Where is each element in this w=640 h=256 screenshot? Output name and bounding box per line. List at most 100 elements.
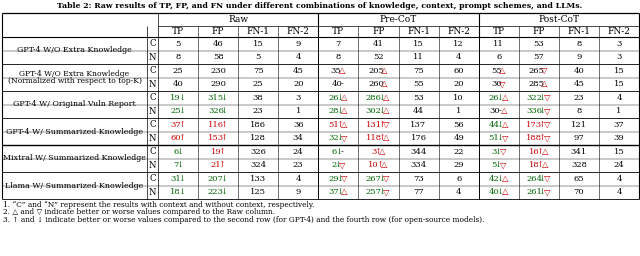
Text: 30: 30 — [489, 107, 500, 115]
Text: 70: 70 — [573, 188, 584, 196]
Text: ▽: ▽ — [543, 107, 550, 115]
Text: 39: 39 — [614, 134, 625, 142]
Text: 44: 44 — [488, 121, 499, 129]
Text: (Normalized with respect to top-K): (Normalized with respect to top-K) — [8, 77, 141, 85]
Text: 25: 25 — [253, 80, 264, 88]
Text: ↓: ↓ — [220, 175, 227, 183]
Text: 10: 10 — [369, 161, 379, 169]
Text: 60: 60 — [453, 67, 464, 75]
Text: △: △ — [381, 161, 388, 169]
Text: 56: 56 — [453, 121, 464, 129]
Text: 1. “C” and “N” represent the results with context and without context, respectiv: 1. “C” and “N” represent the results wit… — [3, 201, 314, 209]
Text: ▽: ▽ — [383, 188, 390, 196]
Text: 18: 18 — [170, 188, 181, 196]
Text: 18: 18 — [529, 161, 540, 169]
Text: 12: 12 — [453, 40, 464, 48]
Text: ↑: ↑ — [218, 161, 225, 169]
Text: 8: 8 — [175, 53, 180, 61]
Text: 5: 5 — [175, 40, 180, 48]
Text: 40: 40 — [573, 67, 584, 75]
Text: 15: 15 — [253, 40, 264, 48]
Text: △: △ — [502, 175, 508, 183]
Text: ↓: ↓ — [177, 161, 184, 169]
Text: Llama W/ Summarized Knowledge: Llama W/ Summarized Knowledge — [5, 182, 143, 189]
Text: 176: 176 — [410, 134, 426, 142]
Text: 57: 57 — [533, 53, 544, 61]
Text: ↓: ↓ — [336, 94, 343, 102]
Text: ↓: ↓ — [336, 188, 343, 196]
Text: 3: 3 — [296, 94, 301, 102]
Text: ▽: ▽ — [339, 161, 346, 169]
Text: 3: 3 — [616, 40, 621, 48]
Text: 53: 53 — [533, 40, 544, 48]
Text: △: △ — [381, 67, 387, 75]
Text: 116: 116 — [208, 121, 224, 129]
Text: ↓: ↓ — [497, 175, 504, 183]
Text: △: △ — [499, 67, 506, 75]
Text: ▽: ▽ — [543, 121, 550, 129]
Text: ↑: ↑ — [179, 134, 186, 142]
Text: FP: FP — [212, 27, 225, 36]
Text: 37: 37 — [614, 121, 625, 129]
Text: 5: 5 — [255, 53, 261, 61]
Text: 1: 1 — [296, 107, 301, 115]
Text: ↑: ↑ — [336, 121, 343, 129]
Text: 6: 6 — [496, 53, 501, 61]
Text: -: - — [341, 148, 344, 156]
Text: 334: 334 — [410, 161, 427, 169]
Text: 26: 26 — [489, 94, 499, 102]
Text: ↓: ↓ — [495, 148, 502, 156]
Text: ↓: ↓ — [220, 188, 227, 196]
Text: 24: 24 — [614, 161, 625, 169]
Text: 9: 9 — [296, 40, 301, 48]
Text: 125: 125 — [250, 188, 266, 196]
Text: ↓: ↓ — [220, 94, 227, 102]
Text: 3: 3 — [616, 53, 621, 61]
Text: Table 2: Raw results of TP, FP, and FN under different combinations of knowledge: Table 2: Raw results of TP, FP, and FN u… — [58, 3, 582, 10]
Text: 6: 6 — [332, 148, 337, 156]
Text: C: C — [149, 174, 156, 183]
Text: Raw: Raw — [228, 15, 248, 24]
Text: 65: 65 — [573, 175, 584, 183]
Text: 75: 75 — [413, 67, 424, 75]
Text: 3: 3 — [371, 148, 376, 156]
Text: 8: 8 — [576, 40, 582, 48]
Text: 22: 22 — [453, 148, 464, 156]
Text: ↑: ↑ — [374, 148, 381, 156]
Text: C: C — [149, 93, 156, 102]
Text: 11: 11 — [493, 40, 504, 48]
Text: 4: 4 — [456, 188, 461, 196]
Text: ▽: ▽ — [543, 94, 550, 102]
Text: 77: 77 — [413, 188, 424, 196]
Text: -: - — [340, 80, 344, 88]
Text: ↑: ↑ — [220, 134, 227, 142]
Text: 25: 25 — [173, 67, 183, 75]
Text: ↓: ↓ — [179, 94, 186, 102]
Text: △: △ — [341, 107, 348, 115]
Text: 73: 73 — [413, 175, 424, 183]
Text: 15: 15 — [614, 67, 625, 75]
Text: 121: 121 — [571, 121, 587, 129]
Text: 31: 31 — [170, 175, 181, 183]
Text: GPT-4 W/ Summarized Knowledge: GPT-4 W/ Summarized Knowledge — [6, 127, 143, 135]
Text: 51: 51 — [328, 121, 339, 129]
Text: ▽: ▽ — [383, 175, 390, 183]
Text: 60: 60 — [170, 134, 181, 142]
Text: ↓: ↓ — [497, 94, 504, 102]
Text: 131: 131 — [365, 121, 382, 129]
Text: FN-1: FN-1 — [568, 27, 590, 36]
Text: 32: 32 — [328, 134, 339, 142]
Text: Post-CoT: Post-CoT — [538, 15, 579, 24]
Text: ↓: ↓ — [336, 107, 343, 115]
Text: GPT-4 W/ Original Vuln Report: GPT-4 W/ Original Vuln Report — [13, 101, 136, 109]
Text: △: △ — [341, 121, 348, 129]
Text: 1: 1 — [456, 107, 461, 115]
Text: 4: 4 — [296, 53, 301, 61]
Text: 34: 34 — [293, 134, 304, 142]
Text: ↓: ↓ — [378, 107, 385, 115]
Text: ↓: ↓ — [336, 175, 343, 183]
Text: N: N — [148, 134, 156, 143]
Text: TP: TP — [172, 27, 184, 36]
Text: 230: 230 — [210, 67, 226, 75]
Text: 205: 205 — [368, 67, 384, 75]
